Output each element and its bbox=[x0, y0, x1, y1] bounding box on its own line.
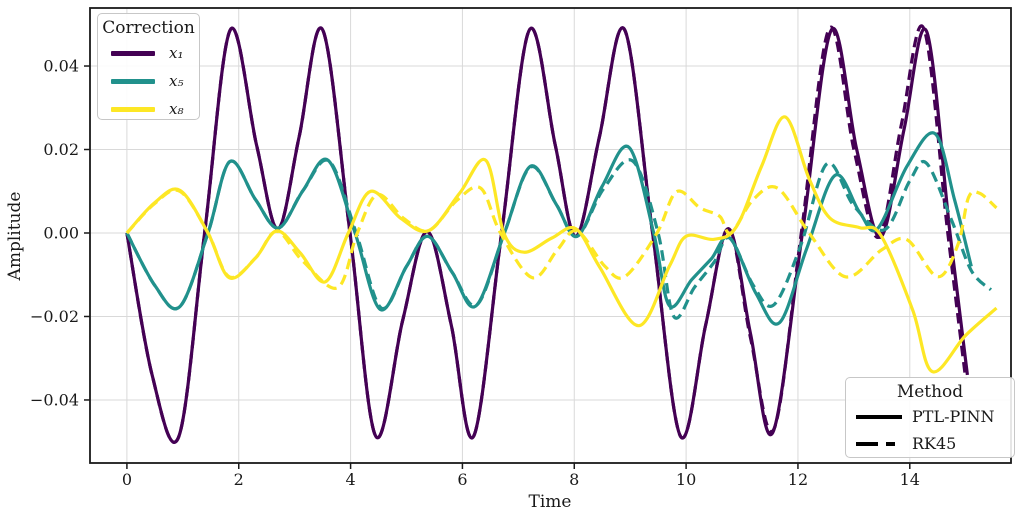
legend-item-x5: x₅ bbox=[98, 67, 199, 95]
x-tick-label: 6 bbox=[457, 470, 467, 489]
x8-line-swatch bbox=[111, 106, 155, 112]
y-tick-label: 0.04 bbox=[43, 57, 79, 76]
legend-item-ptl-pinn: PTL-PINN bbox=[846, 403, 1014, 430]
legend-item-x8: x₈ bbox=[98, 95, 199, 123]
legend-correction-title: Correction bbox=[102, 18, 195, 38]
legend-item-x1: x₁ bbox=[98, 39, 199, 67]
series-x5-ptl-pinn bbox=[125, 131, 973, 326]
y-tick-label: −0.04 bbox=[30, 390, 79, 409]
x-tick-label: 2 bbox=[234, 470, 244, 489]
y-tick-label: 0.00 bbox=[43, 223, 79, 242]
y-axis-label: Amplitude bbox=[5, 192, 25, 282]
legend-method-title: Method bbox=[896, 382, 964, 402]
x-tick-label: 10 bbox=[676, 470, 696, 489]
x-tick-label: 0 bbox=[122, 470, 132, 489]
x-tick-label: 4 bbox=[345, 470, 355, 489]
series-layer bbox=[125, 24, 998, 444]
series-x5-rk45 bbox=[125, 158, 993, 320]
series-x1-rk45 bbox=[125, 24, 968, 444]
legend-item-x8-label: x₈ bbox=[169, 100, 184, 119]
series-x8-rk45 bbox=[125, 185, 998, 290]
x5-line-swatch bbox=[111, 78, 155, 84]
series-x1-ptl-pinn bbox=[125, 26, 969, 444]
x-tick-label: 12 bbox=[788, 470, 808, 489]
y-tick-label: −0.02 bbox=[30, 307, 79, 326]
axis-layer: 0 2 4 6 8 10 12 14 0.04 0.02 0.00 −0.02 −0.04 bbox=[30, 7, 1012, 489]
legend-item-rk45: RK45 bbox=[846, 430, 1014, 457]
x-tick-label: 8 bbox=[569, 470, 579, 489]
x-axis-label: Time bbox=[529, 492, 572, 512]
legend-item-x1-label: x₁ bbox=[169, 44, 184, 63]
dashed-line-swatch bbox=[856, 441, 902, 446]
legend-item-rk45-label: RK45 bbox=[912, 434, 957, 454]
x1-line-swatch bbox=[111, 50, 155, 56]
legend-item-x5-label: x₅ bbox=[169, 72, 184, 91]
legend-correction: Correction x₁ x₅ x₈ bbox=[97, 13, 200, 120]
legend-item-ptl-pinn-label: PTL-PINN bbox=[912, 407, 995, 427]
plot-spines bbox=[89, 7, 1012, 464]
legend-method: Method PTL-PINN RK45 bbox=[845, 377, 1015, 458]
x-tick-label: 14 bbox=[900, 470, 920, 489]
y-tick-label: 0.02 bbox=[43, 140, 79, 159]
solid-line-swatch bbox=[856, 414, 902, 419]
